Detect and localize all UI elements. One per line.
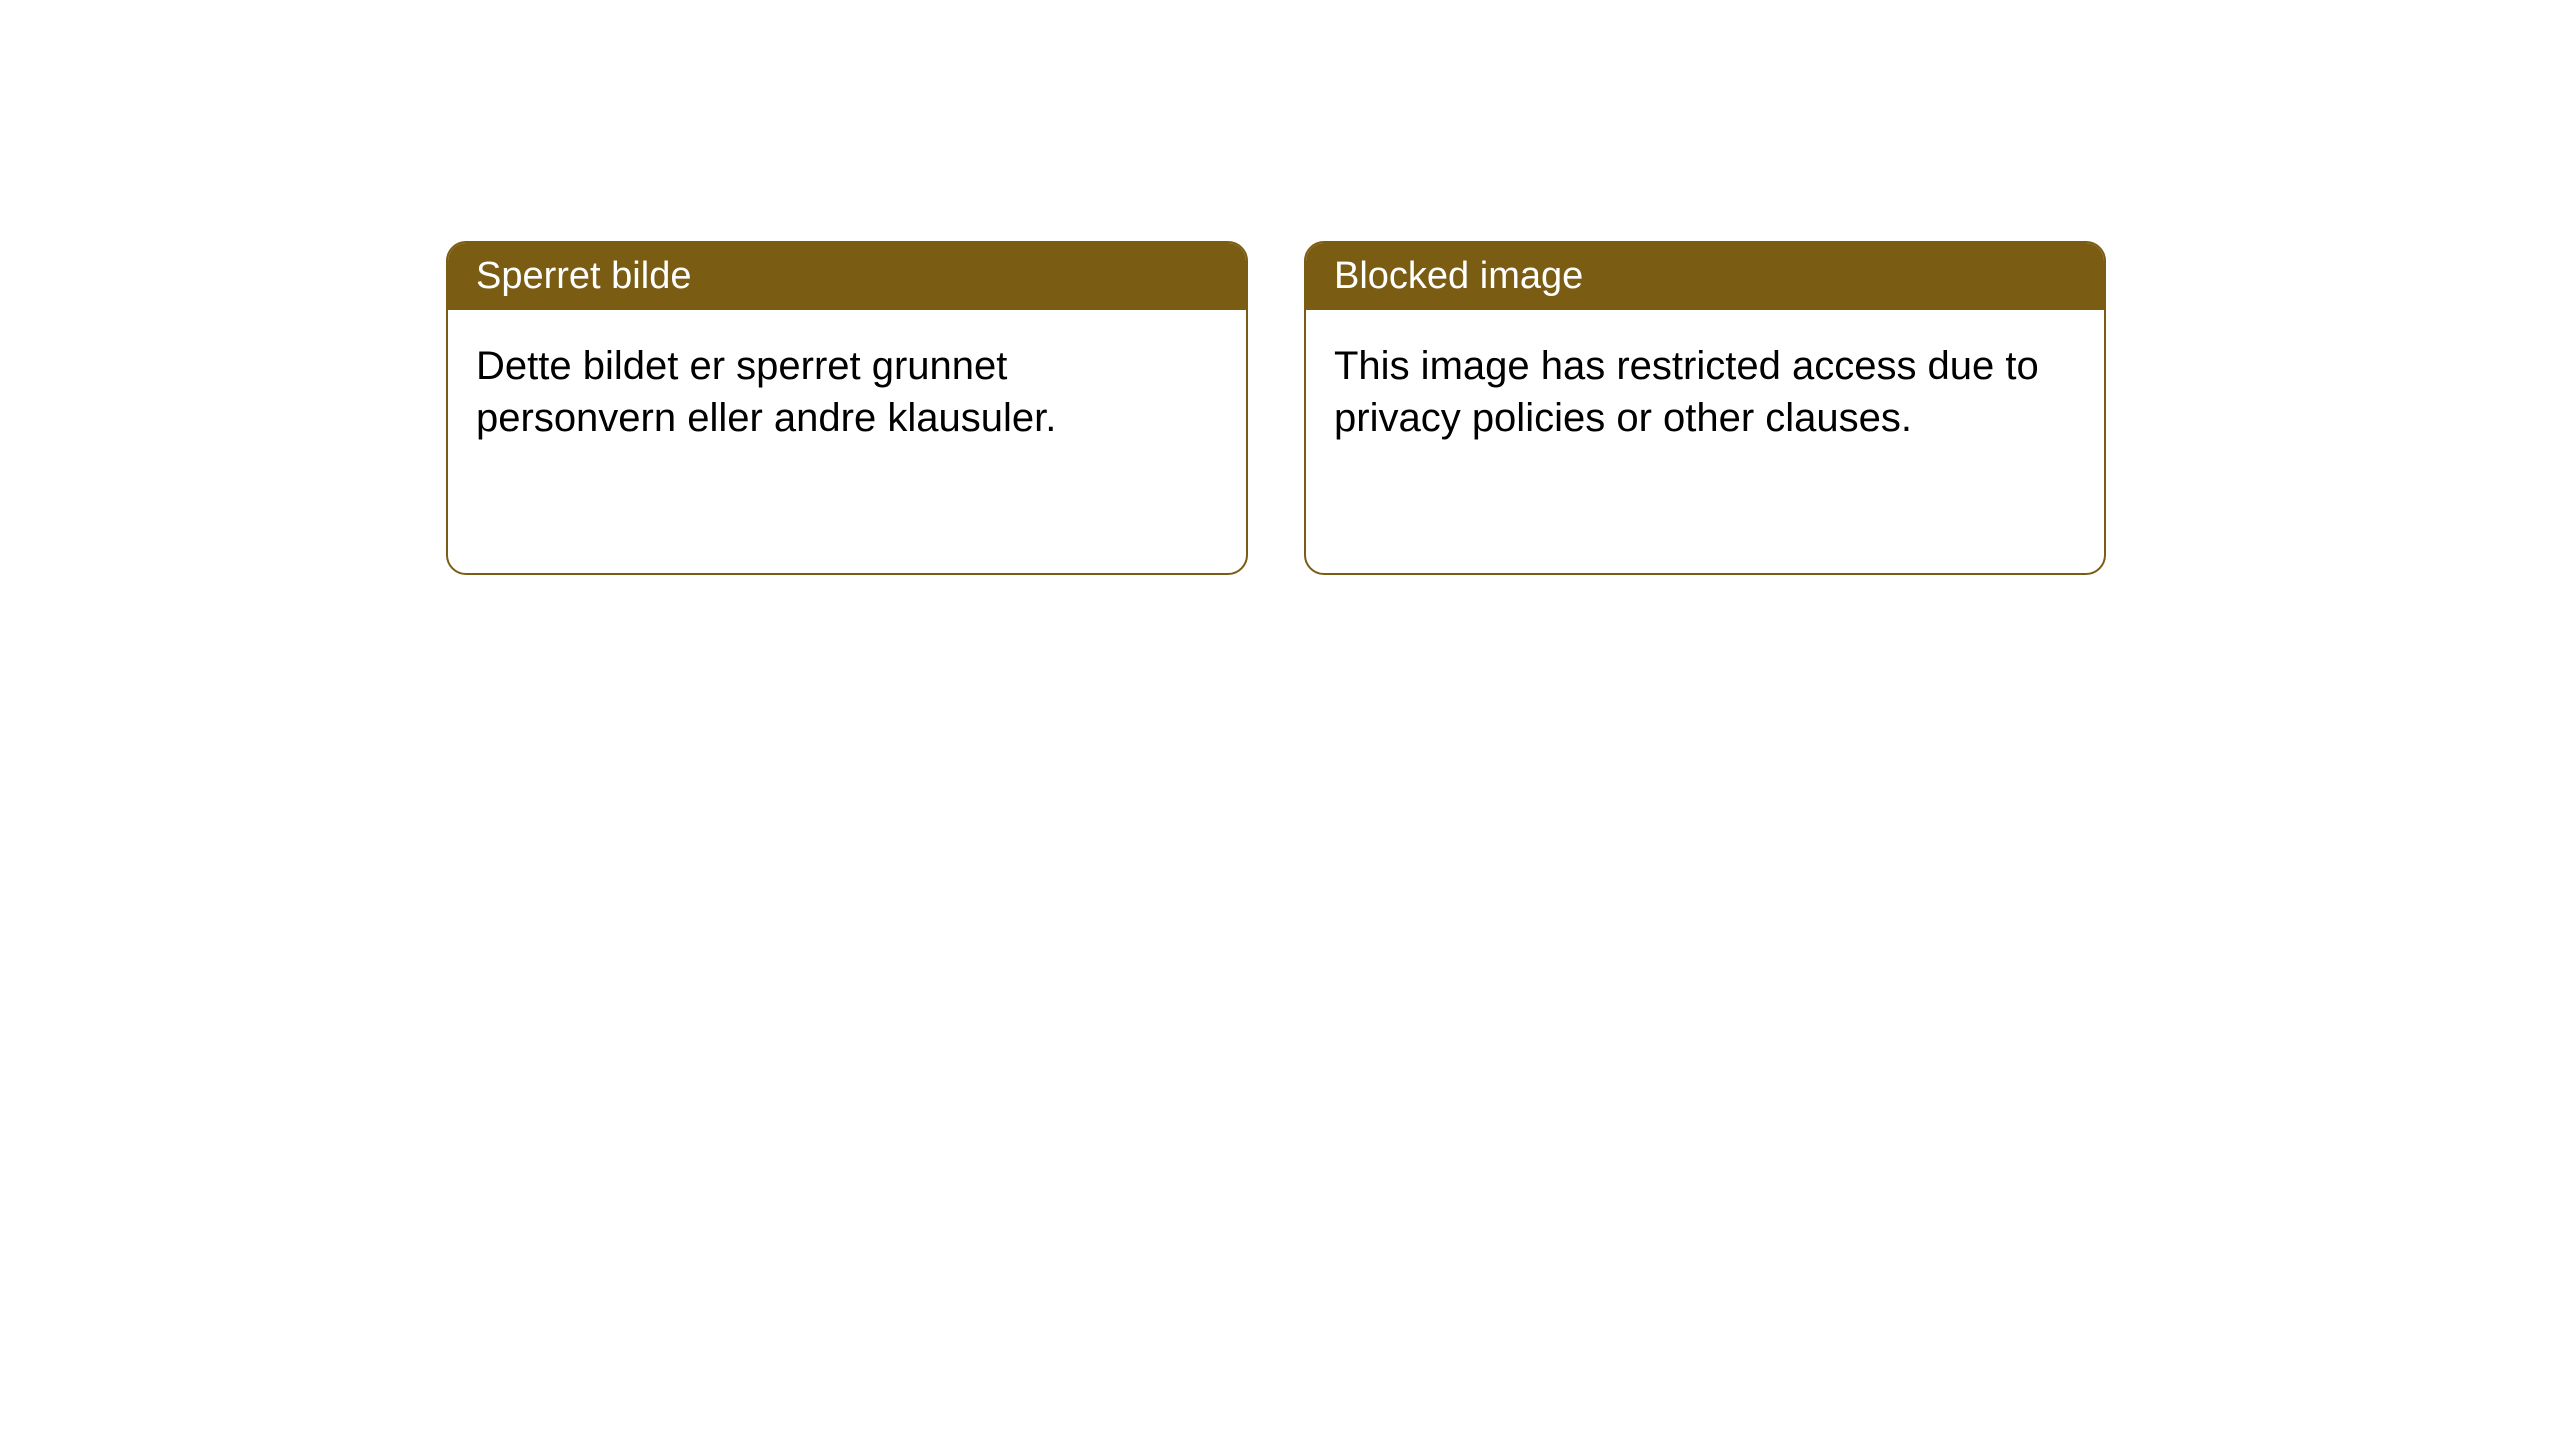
card-body: This image has restricted access due to … bbox=[1306, 310, 2104, 474]
notice-container: Sperret bilde Dette bildet er sperret gr… bbox=[0, 0, 2560, 575]
card-message: This image has restricted access due to … bbox=[1334, 344, 2039, 440]
notice-card-english: Blocked image This image has restricted … bbox=[1304, 241, 2106, 575]
notice-card-norwegian: Sperret bilde Dette bildet er sperret gr… bbox=[446, 241, 1248, 575]
card-header: Sperret bilde bbox=[448, 243, 1246, 310]
card-header: Blocked image bbox=[1306, 243, 2104, 310]
card-message: Dette bildet er sperret grunnet personve… bbox=[476, 344, 1056, 440]
card-body: Dette bildet er sperret grunnet personve… bbox=[448, 310, 1246, 474]
card-title: Sperret bilde bbox=[476, 255, 691, 297]
card-title: Blocked image bbox=[1334, 255, 1583, 297]
